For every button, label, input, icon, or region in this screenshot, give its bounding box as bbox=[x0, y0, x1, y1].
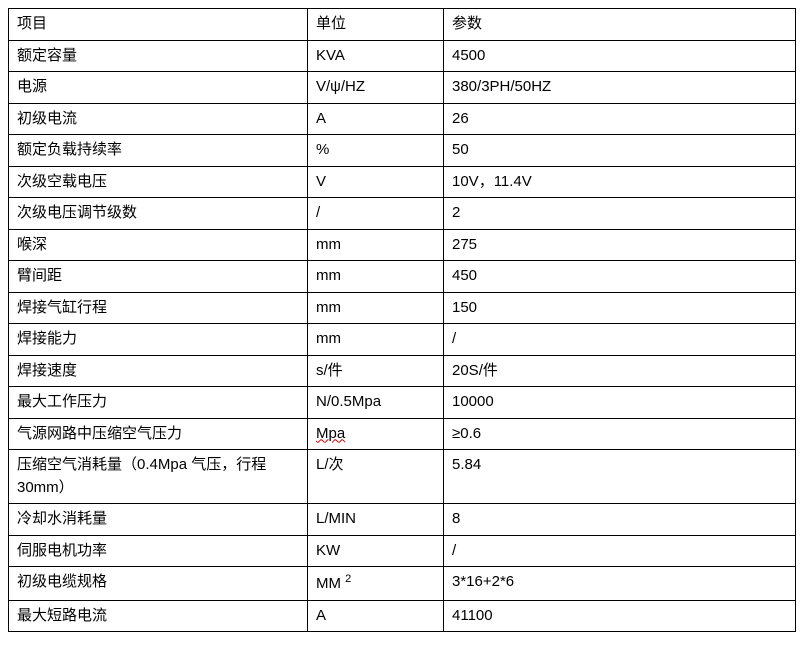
cell-param: / bbox=[444, 324, 796, 356]
cell-param: / bbox=[444, 535, 796, 567]
cell-item: 喉深 bbox=[9, 229, 308, 261]
cell-unit: KW bbox=[308, 535, 444, 567]
cell-unit: MM 2 bbox=[308, 567, 444, 601]
cell-param: 8 bbox=[444, 504, 796, 536]
cell-item: 冷却水消耗量 bbox=[9, 504, 308, 536]
cell-item: 伺服电机功率 bbox=[9, 535, 308, 567]
cell-unit: A bbox=[308, 103, 444, 135]
table-row: 气源网路中压缩空气压力 Mpa ≥0.6 bbox=[9, 418, 796, 450]
cell-unit: L/次 bbox=[308, 450, 444, 504]
cell-item: 焊接气缸行程 bbox=[9, 292, 308, 324]
table-row: 焊接能力mm/ bbox=[9, 324, 796, 356]
cell-item: 最大短路电流 bbox=[9, 600, 308, 632]
cell-item: 项目 bbox=[9, 9, 308, 41]
cell-param: 450 bbox=[444, 261, 796, 293]
spec-table: 项目单位参数额定容量KVA4500电源V/ψ/HZ380/3PH/50HZ初级电… bbox=[8, 8, 796, 632]
cell-item: 气源网路中压缩空气压力 bbox=[9, 418, 308, 450]
table-row: 冷却水消耗量L/MIN8 bbox=[9, 504, 796, 536]
table-row: 电源V/ψ/HZ380/3PH/50HZ bbox=[9, 72, 796, 104]
cell-item: 电源 bbox=[9, 72, 308, 104]
cell-unit: mm bbox=[308, 229, 444, 261]
table-row: 额定负载持续率%50 bbox=[9, 135, 796, 167]
cell-param: 20S/件 bbox=[444, 355, 796, 387]
cell-unit: 单位 bbox=[308, 9, 444, 41]
cell-item: 压缩空气消耗量（0.4Mpa 气压，行程 30mm） bbox=[9, 450, 308, 504]
cell-unit: Mpa bbox=[308, 418, 444, 450]
cell-item: 臂间距 bbox=[9, 261, 308, 293]
table-row: 初级电流A26 bbox=[9, 103, 796, 135]
table-row: 臂间距mm450 bbox=[9, 261, 796, 293]
cell-param: 5.84 bbox=[444, 450, 796, 504]
unit-text: MM bbox=[316, 575, 345, 592]
cell-param: 41100 bbox=[444, 600, 796, 632]
cell-item: 次级电压调节级数 bbox=[9, 198, 308, 230]
unit-text: Mpa bbox=[316, 425, 345, 442]
cell-param: 参数 bbox=[444, 9, 796, 41]
cell-unit: A bbox=[308, 600, 444, 632]
cell-item: 次级空载电压 bbox=[9, 166, 308, 198]
cell-unit: s/件 bbox=[308, 355, 444, 387]
cell-unit: mm bbox=[308, 324, 444, 356]
cell-unit: KVA bbox=[308, 40, 444, 72]
cell-param: 3*16+2*6 bbox=[444, 567, 796, 601]
cell-param: 150 bbox=[444, 292, 796, 324]
unit-superscript: 2 bbox=[345, 573, 351, 585]
table-row: 最大工作压力N/0.5Mpa10000 bbox=[9, 387, 796, 419]
cell-param: 4500 bbox=[444, 40, 796, 72]
table-row: 项目单位参数 bbox=[9, 9, 796, 41]
table-row: 伺服电机功率KW/ bbox=[9, 535, 796, 567]
cell-unit: V/ψ/HZ bbox=[308, 72, 444, 104]
cell-item: 额定负载持续率 bbox=[9, 135, 308, 167]
cell-unit: L/MIN bbox=[308, 504, 444, 536]
cell-param: 2 bbox=[444, 198, 796, 230]
cell-unit: N/0.5Mpa bbox=[308, 387, 444, 419]
spec-table-body: 项目单位参数额定容量KVA4500电源V/ψ/HZ380/3PH/50HZ初级电… bbox=[9, 9, 796, 632]
cell-param: 275 bbox=[444, 229, 796, 261]
table-row: 初级电缆规格MM 23*16+2*6 bbox=[9, 567, 796, 601]
table-row: 压缩空气消耗量（0.4Mpa 气压，行程 30mm）L/次5.84 bbox=[9, 450, 796, 504]
cell-unit: mm bbox=[308, 292, 444, 324]
cell-item: 额定容量 bbox=[9, 40, 308, 72]
cell-unit: / bbox=[308, 198, 444, 230]
cell-param: 10V，11.4V bbox=[444, 166, 796, 198]
cell-unit: mm bbox=[308, 261, 444, 293]
table-row: 最大短路电流A41100 bbox=[9, 600, 796, 632]
table-row: 额定容量KVA4500 bbox=[9, 40, 796, 72]
cell-param: 380/3PH/50HZ bbox=[444, 72, 796, 104]
cell-param: ≥0.6 bbox=[444, 418, 796, 450]
table-row: 次级电压调节级数/2 bbox=[9, 198, 796, 230]
table-row: 喉深mm275 bbox=[9, 229, 796, 261]
cell-param: 26 bbox=[444, 103, 796, 135]
table-row: 焊接速度s/件20S/件 bbox=[9, 355, 796, 387]
table-row: 焊接气缸行程mm150 bbox=[9, 292, 796, 324]
cell-param: 50 bbox=[444, 135, 796, 167]
cell-item: 初级电流 bbox=[9, 103, 308, 135]
cell-unit: % bbox=[308, 135, 444, 167]
cell-item: 最大工作压力 bbox=[9, 387, 308, 419]
cell-item: 初级电缆规格 bbox=[9, 567, 308, 601]
cell-param: 10000 bbox=[444, 387, 796, 419]
cell-item: 焊接速度 bbox=[9, 355, 308, 387]
cell-item: 焊接能力 bbox=[9, 324, 308, 356]
table-row: 次级空载电压V10V，11.4V bbox=[9, 166, 796, 198]
cell-unit: V bbox=[308, 166, 444, 198]
